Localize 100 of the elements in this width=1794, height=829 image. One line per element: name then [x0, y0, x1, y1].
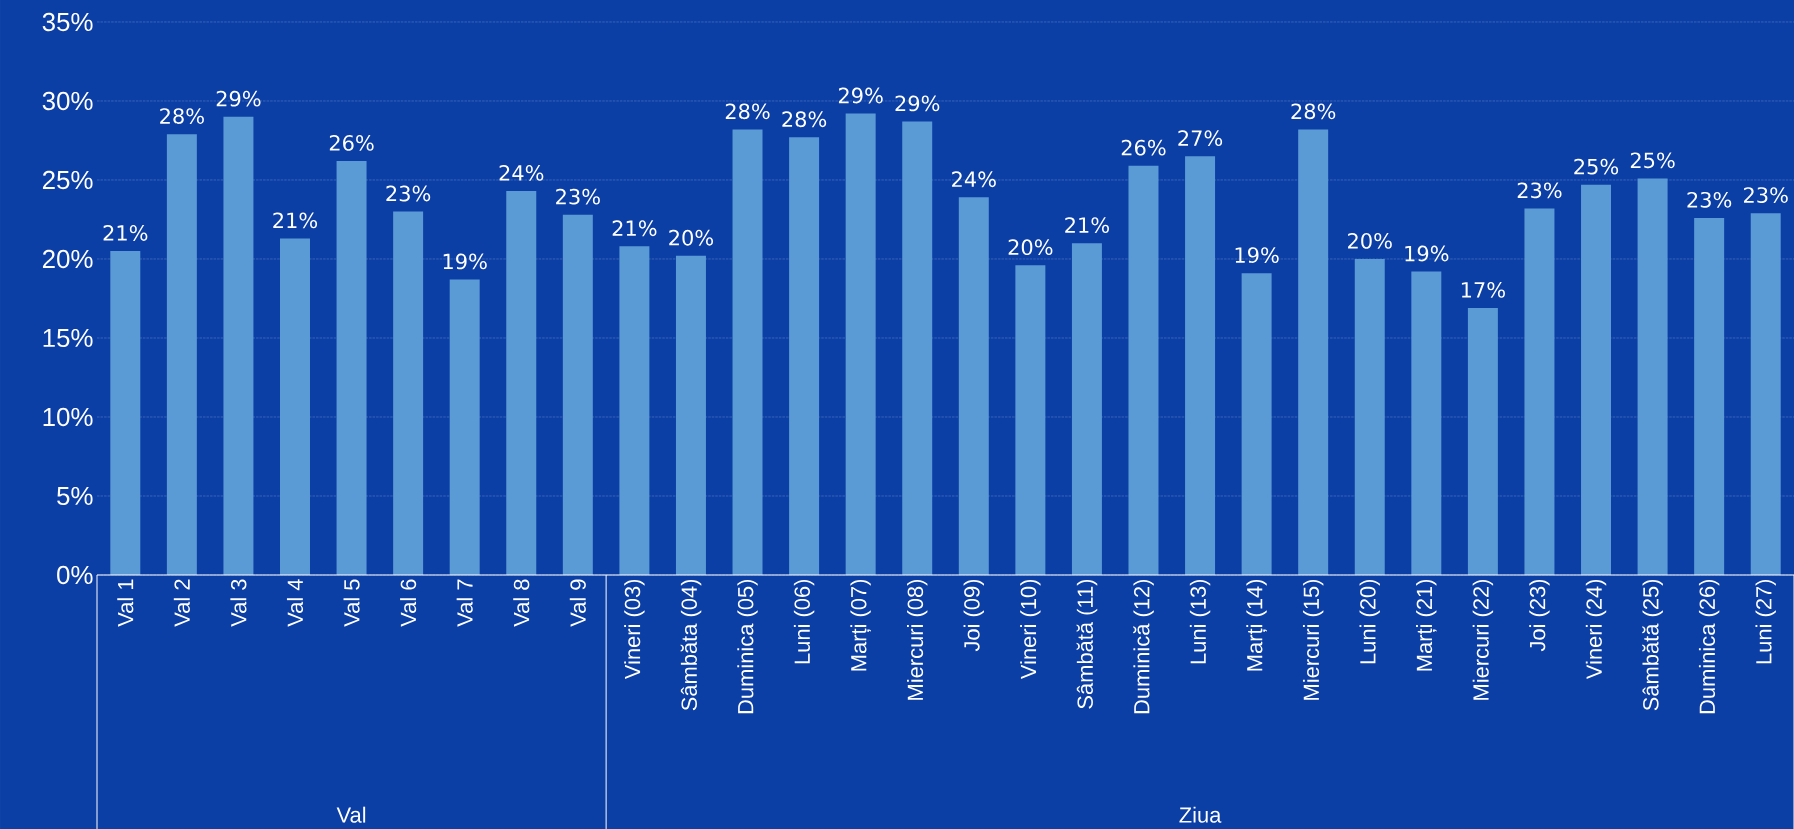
bar	[1354, 258, 1385, 575]
data-label: 21%	[103, 225, 148, 241]
data-label: 28%	[160, 108, 204, 124]
x-tick-label: Val 5	[343, 579, 360, 627]
data-label: 29%	[216, 90, 261, 107]
x-tick-label: Luni (27)	[1755, 579, 1776, 664]
x-tick-label: Val 7	[456, 579, 473, 627]
x-tick-label: Duminica (26)	[1698, 579, 1720, 714]
bar	[449, 279, 480, 575]
bar	[845, 113, 876, 575]
text: Val	[336, 806, 366, 823]
data-label: 24%	[952, 171, 996, 188]
data-label: 20%	[1348, 232, 1392, 249]
y-tick-label: 20%	[42, 249, 93, 269]
data-label: 21%	[1065, 217, 1109, 233]
x-tick-label: Joi (09)	[963, 579, 984, 652]
data-label: 25%	[1630, 152, 1675, 169]
data-label: 19%	[443, 253, 487, 270]
data-label: 28%	[725, 103, 770, 120]
x-tick-label: Luni (06)	[793, 579, 815, 664]
x-tick-label: Sâmbătă (25)	[1642, 579, 1663, 711]
data-label: 20%	[1008, 239, 1053, 256]
data-label: 29%	[838, 87, 883, 104]
bar	[1411, 271, 1442, 575]
x-tick-label: Val 1	[117, 579, 134, 627]
x-tick-label: Duminică (12)	[1133, 579, 1154, 714]
data-label: 25%	[1574, 158, 1619, 175]
bar	[675, 255, 706, 575]
bar	[223, 116, 254, 575]
x-tick-label: Val 9	[569, 579, 586, 627]
x-tick-label: Luni (13)	[1189, 579, 1211, 664]
data-label: 28%	[1291, 103, 1336, 120]
data-label: 23%	[1744, 187, 1788, 203]
data-label: 21%	[273, 212, 318, 229]
bar	[1581, 184, 1612, 575]
x-tick-label: Vineri (24)	[1585, 579, 1607, 680]
bar	[1637, 178, 1668, 575]
data-label: 19%	[1235, 247, 1279, 264]
x-tick-label: Vineri (10)	[1020, 579, 1041, 680]
bar	[1241, 273, 1272, 575]
bar	[1750, 213, 1781, 575]
data-label: 23%	[1517, 182, 1562, 199]
bar	[562, 214, 593, 575]
x-tick-label: Luni (20)	[1359, 579, 1380, 664]
bar	[732, 129, 763, 575]
bar	[1071, 243, 1102, 575]
data-label: 17%	[1461, 281, 1505, 298]
x-tick-label: Val 3	[230, 579, 247, 627]
bar	[1298, 129, 1329, 575]
y-tick-label: 30%	[42, 91, 93, 111]
data-label: 29%	[895, 95, 940, 112]
bar	[336, 161, 367, 575]
bar	[393, 211, 424, 575]
data-label: 27%	[1178, 130, 1223, 147]
bar	[1694, 217, 1725, 575]
data-label: 21%	[612, 220, 657, 237]
y-tick-label: 25%	[42, 170, 93, 190]
data-label: 23%	[386, 185, 431, 202]
x-tick-label: Val 4	[286, 579, 304, 627]
data-label: 20%	[669, 229, 714, 246]
x-tick-label: Joi (23)	[1529, 579, 1550, 652]
data-label: 26%	[329, 135, 374, 151]
bar	[1185, 156, 1216, 575]
x-tick-label: Sâmbătă (11)	[1076, 579, 1098, 709]
x-tick-label: Val 2	[173, 579, 190, 627]
x-tick-label: Miercuri (15)	[1302, 579, 1324, 700]
y-tick-label: 15%	[43, 328, 93, 348]
bar	[166, 134, 197, 575]
y-tick-label: 5%	[57, 486, 93, 506]
data-label: 23%	[1687, 191, 1732, 208]
bar	[619, 246, 650, 575]
x-tick-label: Duminica (05)	[737, 579, 758, 714]
y-tick-label: 35%	[42, 12, 93, 32]
x-tick-label: Val 8	[513, 579, 530, 627]
bar	[1467, 307, 1498, 575]
bar	[789, 137, 820, 575]
bar	[1524, 208, 1555, 575]
bar	[958, 197, 989, 575]
text: Ziua	[1179, 806, 1222, 823]
x-tick-label: Vineri (03)	[624, 579, 645, 680]
data-label: 28%	[782, 111, 827, 128]
x-tick-label: Marți (14)	[1246, 579, 1267, 671]
x-tick-label: Miercuri (08)	[907, 579, 928, 700]
bar	[280, 238, 310, 575]
data-label: 23%	[556, 188, 600, 205]
x-tick-label: Marți (07)	[850, 579, 871, 671]
bar	[1015, 265, 1046, 575]
bar	[1128, 165, 1159, 575]
bar	[506, 191, 537, 575]
data-label: 26%	[1121, 139, 1166, 156]
bar	[110, 251, 141, 575]
data-label: 24%	[499, 165, 544, 181]
x-tick-label: Marți (21)	[1416, 579, 1437, 671]
data-label: 19%	[1405, 245, 1449, 262]
y-tick-label: 10%	[43, 407, 93, 427]
x-tick-label: Val 6	[400, 579, 417, 627]
x-tick-label: Sâmbăta (04)	[680, 579, 702, 711]
x-tick-label: Miercuri (22)	[1472, 579, 1494, 700]
y-tick-label: 0%	[57, 565, 93, 585]
bar	[902, 121, 933, 575]
